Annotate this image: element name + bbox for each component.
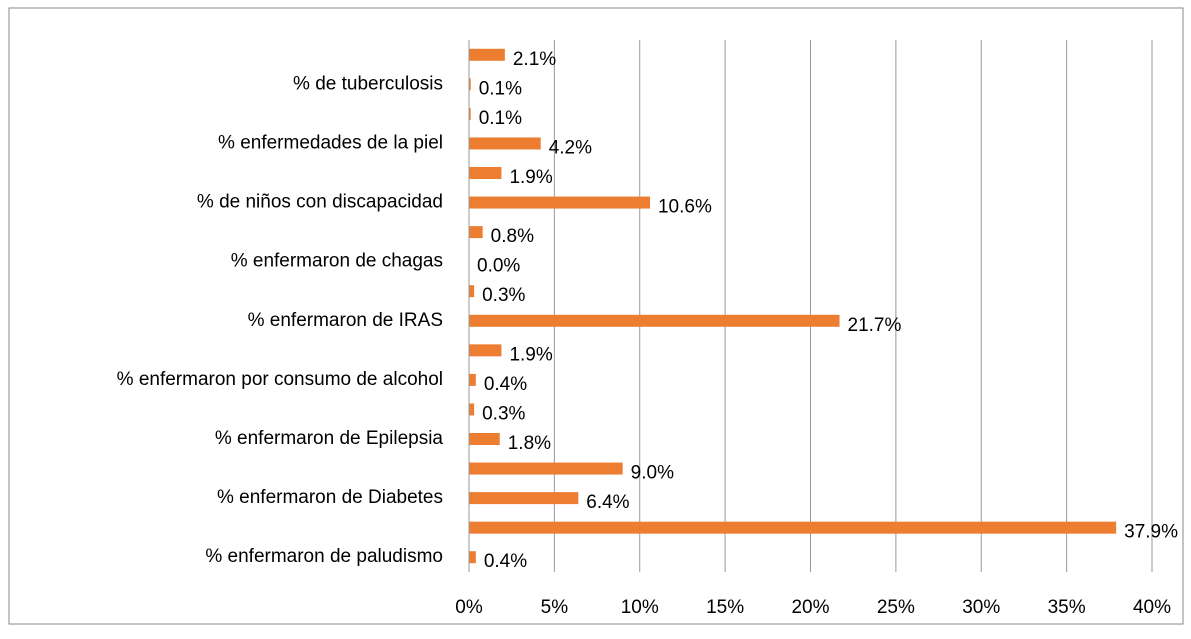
bar (469, 373, 476, 386)
y-tick-label: % enfermaron por consumo de alcohol (117, 369, 443, 390)
x-tick-label: 30% (962, 597, 1000, 618)
value-label: 10.6% (658, 197, 712, 218)
value-label: 0.4% (484, 374, 527, 395)
x-tick-label: 15% (706, 597, 744, 618)
bar (469, 521, 1117, 534)
bar (469, 137, 541, 150)
value-label: 0.1% (479, 108, 522, 129)
value-label: 1.9% (509, 167, 552, 188)
bar (469, 48, 505, 61)
value-label: 0.0% (477, 256, 520, 277)
x-tick-label: 35% (1048, 597, 1086, 618)
x-tick-label: 0% (455, 597, 483, 618)
value-label: 4.2% (549, 137, 592, 158)
value-label: 0.3% (482, 403, 525, 424)
value-label: 0.4% (484, 551, 527, 572)
value-label: 37.9% (1124, 522, 1178, 543)
y-tick-label: % de niños con discapacidad (197, 192, 443, 213)
x-tick-label: 5% (541, 597, 569, 618)
value-label: 2.1% (513, 49, 556, 70)
value-label: 21.7% (848, 315, 902, 336)
bar (469, 433, 500, 445)
bar (469, 196, 650, 209)
y-tick-label: % enfermaron de IRAS (248, 310, 443, 331)
value-label: 1.9% (509, 344, 552, 365)
bar (469, 285, 475, 298)
x-tick-label: 40% (1133, 597, 1171, 618)
value-label: 0.8% (491, 226, 534, 247)
bar (469, 344, 502, 357)
y-tick-label: % enfermaron de paludismo (205, 546, 443, 567)
y-tick-label: % enfermaron de chagas (231, 251, 443, 272)
x-tick-label: 25% (877, 597, 915, 618)
value-label: 6.4% (586, 492, 629, 513)
y-tick-label: % de tuberculosis (293, 73, 443, 94)
bar (469, 226, 483, 239)
value-label: 0.1% (479, 78, 522, 99)
bar (469, 492, 579, 505)
bar (469, 314, 840, 327)
bar (469, 167, 502, 179)
y-tick-label: % enfermedades de la piel (218, 132, 443, 153)
bar (469, 78, 471, 91)
value-label: 1.8% (508, 433, 551, 454)
bar (469, 462, 623, 475)
y-tick-label: % enfermaron de Diabetes (217, 487, 443, 508)
x-tick-label: 10% (621, 597, 659, 618)
bar (469, 403, 475, 416)
value-label: 0.3% (482, 285, 525, 306)
value-label: 9.0% (631, 463, 674, 484)
bar (469, 551, 476, 564)
y-tick-label: % enfermaron de Epilepsia (215, 428, 444, 449)
x-tick-label: 20% (791, 597, 829, 618)
bar (469, 107, 471, 120)
